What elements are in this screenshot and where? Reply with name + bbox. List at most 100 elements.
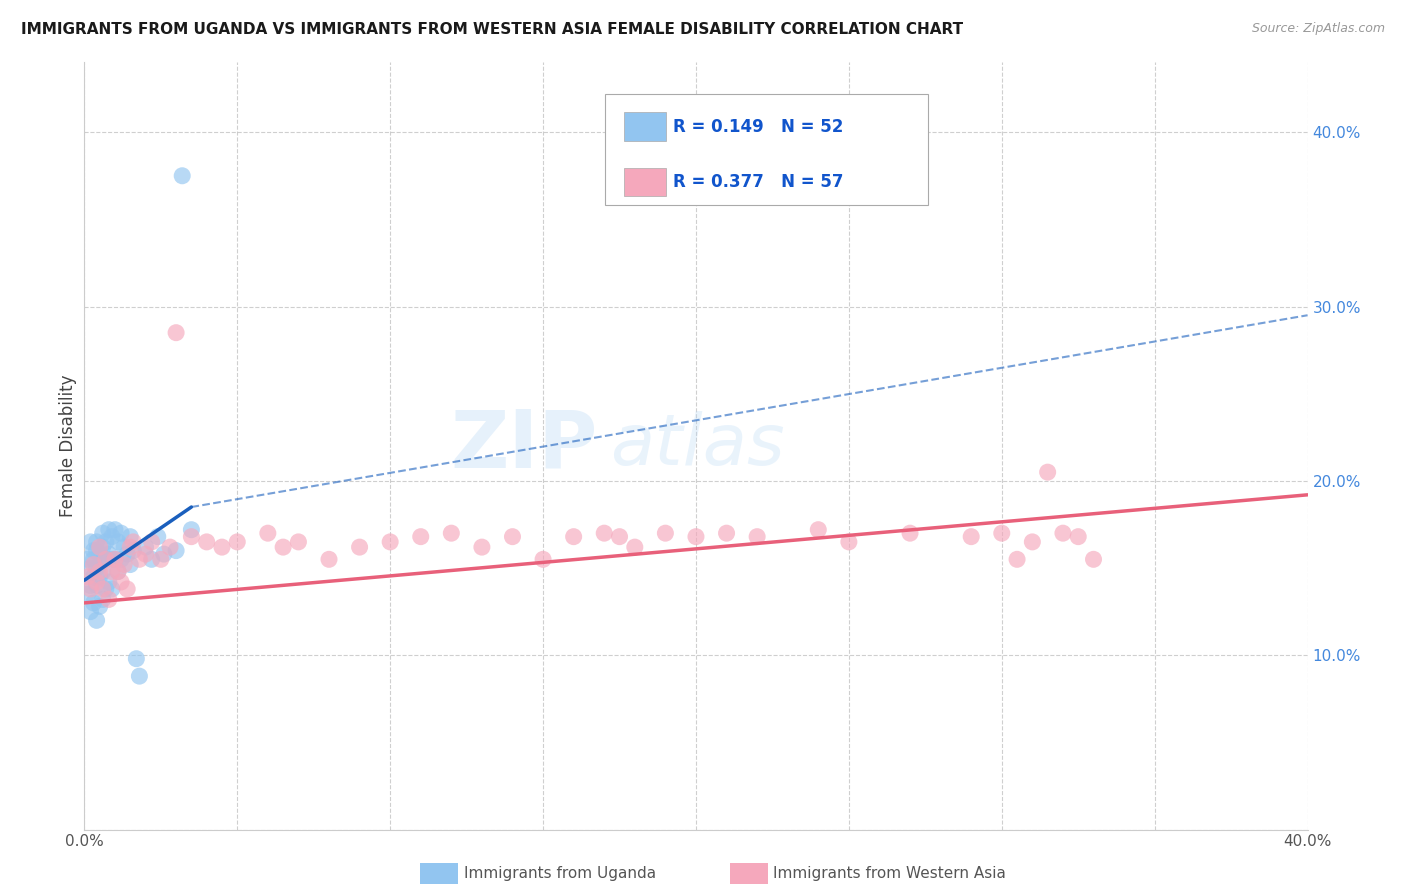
Point: [94, 552, 117, 566]
Point: [471, 540, 494, 554]
Point: [97, 547, 120, 561]
Point: [440, 526, 463, 541]
Point: [110, 552, 132, 566]
Point: [531, 552, 554, 566]
Point: [83, 570, 105, 584]
Point: [94, 582, 117, 596]
Point: [562, 530, 585, 544]
Point: [380, 534, 402, 549]
Point: [1021, 534, 1043, 549]
Point: [91, 526, 114, 541]
Point: [128, 552, 150, 566]
Text: R = 0.377   N = 57: R = 0.377 N = 57: [673, 173, 844, 191]
Point: [257, 526, 280, 541]
Point: [79, 582, 101, 596]
Point: [94, 534, 117, 549]
Point: [128, 669, 150, 683]
Y-axis label: Female Disability: Female Disability: [59, 375, 77, 517]
Point: [149, 552, 172, 566]
Point: [89, 558, 111, 572]
Text: IMMIGRANTS FROM UGANDA VS IMMIGRANTS FROM WESTERN ASIA FEMALE DISABILITY CORRELA: IMMIGRANTS FROM UGANDA VS IMMIGRANTS FRO…: [21, 22, 963, 37]
Point: [135, 547, 157, 561]
Point: [110, 526, 132, 541]
Point: [172, 169, 194, 183]
Point: [97, 523, 120, 537]
Point: [624, 540, 647, 554]
Point: [960, 530, 983, 544]
Point: [120, 540, 142, 554]
Point: [101, 565, 124, 579]
Point: [125, 651, 148, 665]
Point: [271, 540, 294, 554]
Point: [107, 565, 129, 579]
Point: [180, 523, 202, 537]
Point: [86, 543, 108, 558]
Point: [141, 534, 163, 549]
Point: [654, 526, 676, 541]
Point: [104, 523, 127, 537]
Point: [165, 543, 187, 558]
Point: [86, 613, 108, 627]
Point: [107, 534, 129, 549]
Text: R = 0.149   N = 52: R = 0.149 N = 52: [673, 118, 844, 136]
Point: [115, 547, 138, 561]
Point: [86, 561, 108, 575]
Text: Immigrants from Western Asia: Immigrants from Western Asia: [773, 866, 1007, 880]
Point: [76, 570, 98, 584]
Point: [115, 582, 138, 596]
Point: [79, 578, 101, 592]
Point: [122, 543, 145, 558]
Text: ZIP: ZIP: [451, 407, 598, 485]
Point: [838, 534, 860, 549]
Point: [107, 565, 129, 579]
Point: [716, 526, 738, 541]
Point: [146, 530, 169, 544]
Point: [89, 570, 111, 584]
Point: [159, 540, 181, 554]
Point: [89, 565, 111, 579]
Point: [195, 534, 218, 549]
Point: [1083, 552, 1105, 566]
Point: [89, 547, 111, 561]
Point: [76, 552, 98, 566]
Point: [79, 605, 101, 619]
Point: [91, 565, 114, 579]
Point: [112, 540, 135, 554]
Point: [79, 561, 101, 575]
Point: [287, 534, 309, 549]
Point: [91, 582, 114, 596]
Point: [83, 558, 105, 572]
Point: [180, 530, 202, 544]
Point: [1067, 530, 1090, 544]
Text: Immigrants from Uganda: Immigrants from Uganda: [464, 866, 657, 880]
Point: [94, 552, 117, 566]
Point: [609, 530, 631, 544]
Point: [104, 552, 127, 566]
Point: [112, 558, 135, 572]
Text: atlas: atlas: [610, 411, 785, 481]
Point: [135, 540, 157, 554]
Point: [1036, 465, 1059, 479]
Point: [1052, 526, 1074, 541]
Point: [97, 574, 120, 589]
Point: [104, 552, 127, 566]
Point: [122, 534, 145, 549]
Point: [89, 599, 111, 614]
Point: [83, 596, 105, 610]
Point: [101, 530, 124, 544]
Point: [86, 574, 108, 589]
Point: [86, 534, 108, 549]
Point: [141, 552, 163, 566]
Point: [409, 530, 432, 544]
Point: [349, 540, 371, 554]
Point: [83, 543, 105, 558]
Text: Source: ZipAtlas.com: Source: ZipAtlas.com: [1251, 22, 1385, 36]
Point: [91, 540, 114, 554]
Point: [502, 530, 524, 544]
Point: [83, 552, 105, 566]
Point: [97, 592, 120, 607]
Point: [120, 558, 142, 572]
Point: [120, 530, 142, 544]
Point: [807, 523, 830, 537]
Point: [79, 534, 101, 549]
